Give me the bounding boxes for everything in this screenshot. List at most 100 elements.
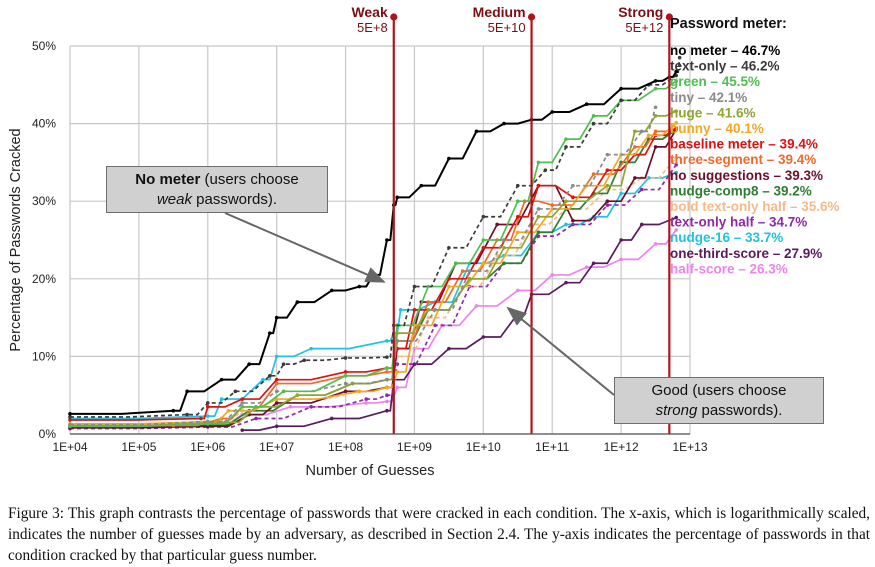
data-point: [571, 195, 575, 200]
y-tick-label: 10%: [32, 349, 56, 363]
data-point: [426, 308, 431, 312]
data-point: [395, 385, 400, 390]
data-point: [571, 183, 575, 188]
data-point: [515, 230, 520, 235]
data-point: [536, 214, 541, 219]
data-point: [261, 377, 265, 382]
data-point: [502, 245, 506, 250]
data-point: [398, 308, 403, 312]
legend-item: three-segment – 39.4%: [670, 152, 816, 167]
data-point: [288, 405, 293, 409]
data-point: [674, 162, 679, 167]
data-point: [619, 98, 623, 103]
data-point: [343, 370, 348, 374]
y-tick-label: 40%: [32, 117, 56, 131]
data-point: [591, 114, 596, 118]
data-point: [481, 335, 486, 339]
legend: no meter – 46.7%text-only – 46.2%green –…: [670, 43, 840, 276]
data-point: [219, 377, 224, 382]
y-tick-label: 30%: [32, 194, 56, 208]
y-axis-ticks: 0% 10% 20% 30% 40% 50%: [32, 39, 56, 441]
data-point: [591, 261, 596, 266]
legend-item: half-score – 26.3%: [670, 261, 788, 276]
data-point: [633, 129, 637, 134]
data-point: [426, 284, 431, 289]
series-line: [70, 229, 677, 429]
data-point: [605, 199, 610, 203]
x-tick-label: 1E+07: [259, 440, 294, 454]
data-point: [653, 79, 658, 83]
legend-item: nudge-comp8 – 39.2%: [670, 183, 812, 198]
data-point: [653, 242, 658, 246]
data-point: [460, 269, 465, 273]
data-point: [674, 79, 679, 83]
data-point: [295, 300, 300, 304]
data-point: [233, 389, 238, 394]
legend-item: no meter – 46.7%: [670, 43, 780, 58]
x-axis-title: Number of Guesses: [306, 463, 435, 479]
data-point: [395, 195, 400, 200]
data-point: [564, 199, 568, 203]
data-point: [674, 228, 679, 232]
data-point: [274, 424, 279, 429]
data-point: [543, 168, 548, 172]
y-tick-label: 0%: [39, 427, 57, 441]
annotation-no-meter-italic: weak: [156, 191, 192, 208]
data-point: [605, 203, 610, 207]
annotation-no-meter-text2: passwords).: [192, 191, 278, 208]
legend-item: text-only – 46.2%: [670, 59, 780, 74]
data-point: [309, 405, 313, 409]
data-point: [68, 412, 72, 416]
legend-item: tiny – 42.1%: [670, 90, 747, 105]
data-point: [481, 214, 486, 219]
legend-item: text-only half – 34.7%: [670, 215, 807, 230]
data-point: [447, 156, 451, 161]
threshold-name: Strong: [618, 4, 663, 20]
data-point: [550, 203, 555, 207]
data-point: [536, 207, 541, 211]
data-point: [467, 277, 472, 281]
data-point: [274, 354, 279, 359]
arrow-no-meter: [224, 212, 386, 283]
data-point: [385, 339, 389, 343]
data-point: [412, 308, 417, 312]
data-point: [447, 346, 451, 351]
data-point: [619, 257, 623, 262]
data-point: [395, 339, 400, 343]
legend-item: bunny – 40.1%: [670, 121, 764, 136]
series-line: [70, 71, 678, 415]
x-axis-ticks: 1E+04 1E+05 1E+06 1E+07 1E+08 1E+09 1E+10 1E+11…: [52, 440, 707, 454]
threshold-dot: [390, 13, 398, 21]
data-point: [495, 222, 499, 227]
data-point: [653, 86, 658, 91]
data-point: [447, 245, 451, 250]
chart: 1E+04 1E+05 1E+06 1E+07 1E+08 1E+09 1E+10 1E+11…: [8, 4, 840, 479]
annotation-good-text2: passwords).: [697, 402, 783, 419]
data-point: [674, 121, 679, 125]
threshold-value: 5E+8: [357, 20, 388, 35]
annotation-no-meter-text1: (users choose: [200, 171, 299, 188]
data-point: [674, 69, 679, 74]
data-point: [343, 374, 348, 378]
data-point: [653, 114, 658, 118]
data-point: [515, 288, 520, 293]
figure-caption: Figure 3: This graph contrasts the perce…: [8, 505, 870, 564]
data-point: [605, 152, 610, 157]
data-point: [605, 168, 610, 172]
data-point: [591, 121, 596, 126]
data-point: [481, 261, 486, 266]
series-line: [70, 107, 657, 426]
legend-item: bold text-only half – 35.6%: [670, 199, 840, 214]
series-tiny: [68, 105, 658, 427]
x-tick-label: 1E+11: [535, 440, 569, 454]
data-point: [385, 393, 389, 398]
data-point: [385, 377, 389, 382]
data-point: [281, 389, 286, 394]
data-point: [171, 408, 176, 413]
data-point: [385, 355, 389, 359]
data-point: [281, 362, 286, 366]
data-point: [633, 176, 637, 180]
data-point: [433, 308, 437, 312]
